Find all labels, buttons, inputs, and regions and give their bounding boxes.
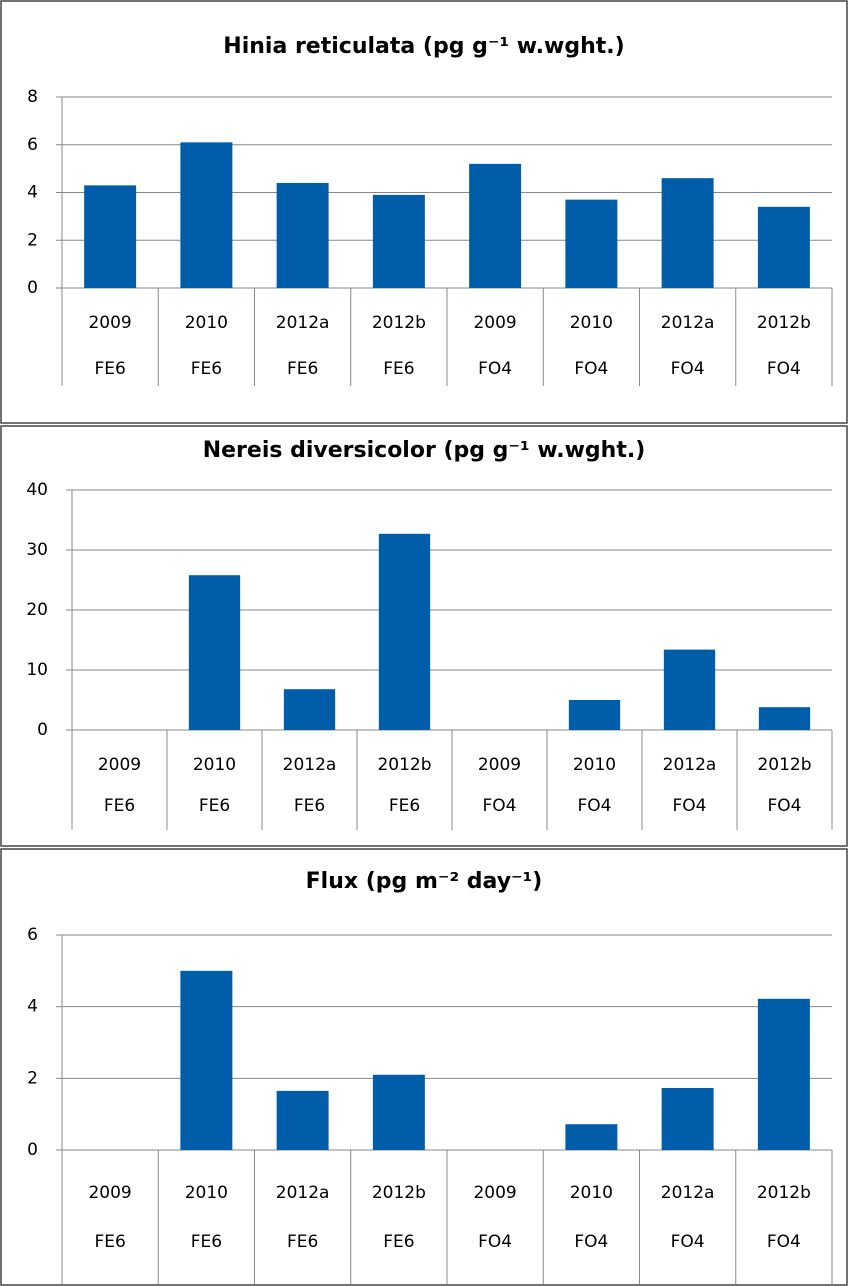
group-label: FO4 xyxy=(671,359,705,379)
group-label: FE6 xyxy=(191,359,222,379)
panel-border xyxy=(0,0,848,424)
x-tick-label: 2012a xyxy=(661,313,715,333)
group-label: FO4 xyxy=(673,796,707,816)
x-tick-label: 2009 xyxy=(478,755,521,775)
bar xyxy=(568,700,621,730)
x-tick-label: 2012a xyxy=(661,1183,715,1203)
bar xyxy=(757,206,810,288)
y-tick-label: 2 xyxy=(27,230,38,250)
bar xyxy=(757,998,810,1150)
x-tick-label: 2012a xyxy=(283,755,337,775)
bar xyxy=(276,182,329,288)
group-label: FO4 xyxy=(578,796,612,816)
group-label: FE6 xyxy=(104,796,135,816)
x-tick-label: 2010 xyxy=(193,755,236,775)
y-tick-label: 6 xyxy=(27,925,38,945)
group-label: FE6 xyxy=(287,1232,318,1252)
x-tick-label: 2009 xyxy=(98,755,141,775)
bar xyxy=(469,163,522,288)
group-label: FO4 xyxy=(483,796,517,816)
x-tick-label: 2012b xyxy=(757,1183,811,1203)
group-label: FE6 xyxy=(383,1232,414,1252)
y-tick-label: 40 xyxy=(26,480,48,500)
x-tick-label: 2010 xyxy=(573,755,616,775)
group-label: FO4 xyxy=(767,1232,801,1252)
y-tick-label: 0 xyxy=(27,278,38,298)
y-tick-label: 10 xyxy=(26,660,48,680)
bar xyxy=(276,1090,329,1150)
x-tick-label: 2012a xyxy=(276,1183,330,1203)
group-label: FE6 xyxy=(191,1232,222,1252)
x-tick-label: 2012b xyxy=(757,755,811,775)
chart-title: Nereis diversicolor (pg g⁻¹ w.wght.) xyxy=(203,438,646,463)
bar xyxy=(378,533,431,730)
x-tick-label: 2012a xyxy=(276,313,330,333)
bar xyxy=(565,1124,618,1150)
x-tick-label: 2012b xyxy=(372,1183,426,1203)
x-tick-label: 2012a xyxy=(663,755,717,775)
y-tick-label: 4 xyxy=(27,997,38,1017)
bar xyxy=(565,199,618,288)
chart-title: Hinia reticulata (pg g⁻¹ w.wght.) xyxy=(223,34,624,59)
x-tick-label: 2012b xyxy=(372,313,426,333)
bar xyxy=(283,689,336,730)
bar xyxy=(758,707,811,730)
group-label: FO4 xyxy=(768,796,802,816)
x-tick-label: 2009 xyxy=(88,313,131,333)
bar xyxy=(84,185,137,288)
bar xyxy=(188,575,241,730)
group-label: FE6 xyxy=(199,796,230,816)
group-label: FE6 xyxy=(94,359,125,379)
group-label: FE6 xyxy=(383,359,414,379)
group-label: FO4 xyxy=(671,1232,705,1252)
x-tick-label: 2009 xyxy=(473,1183,516,1203)
bar xyxy=(180,970,233,1150)
x-tick-label: 2010 xyxy=(570,1183,613,1203)
bar xyxy=(372,1074,425,1150)
group-label: FE6 xyxy=(287,359,318,379)
panel-border xyxy=(0,425,848,847)
group-label: FE6 xyxy=(94,1232,125,1252)
y-tick-label: 0 xyxy=(37,720,48,740)
x-tick-label: 2010 xyxy=(570,313,613,333)
chart-title: Flux (pg m⁻² day⁻¹) xyxy=(306,869,543,894)
group-label: FO4 xyxy=(478,359,512,379)
group-label: FO4 xyxy=(478,1232,512,1252)
y-tick-label: 20 xyxy=(26,600,48,620)
group-label: FE6 xyxy=(294,796,325,816)
bar xyxy=(661,1088,714,1150)
group-label: FO4 xyxy=(574,359,608,379)
x-tick-label: 2009 xyxy=(88,1183,131,1203)
bar xyxy=(180,142,233,288)
group-label: FO4 xyxy=(767,359,801,379)
y-tick-label: 2 xyxy=(27,1068,38,1088)
group-label: FE6 xyxy=(389,796,420,816)
x-tick-label: 2009 xyxy=(473,313,516,333)
y-tick-label: 4 xyxy=(27,183,38,203)
x-tick-label: 2012b xyxy=(757,313,811,333)
x-tick-label: 2010 xyxy=(185,1183,228,1203)
panel-border xyxy=(0,848,848,1286)
group-label: FO4 xyxy=(574,1232,608,1252)
y-tick-label: 0 xyxy=(27,1140,38,1160)
bar xyxy=(372,194,425,288)
bar xyxy=(663,649,716,730)
y-tick-label: 6 xyxy=(27,135,38,155)
x-tick-label: 2010 xyxy=(185,313,228,333)
bar xyxy=(661,178,714,288)
y-tick-label: 8 xyxy=(27,87,38,107)
x-tick-label: 2012b xyxy=(377,755,431,775)
y-tick-label: 30 xyxy=(26,540,48,560)
